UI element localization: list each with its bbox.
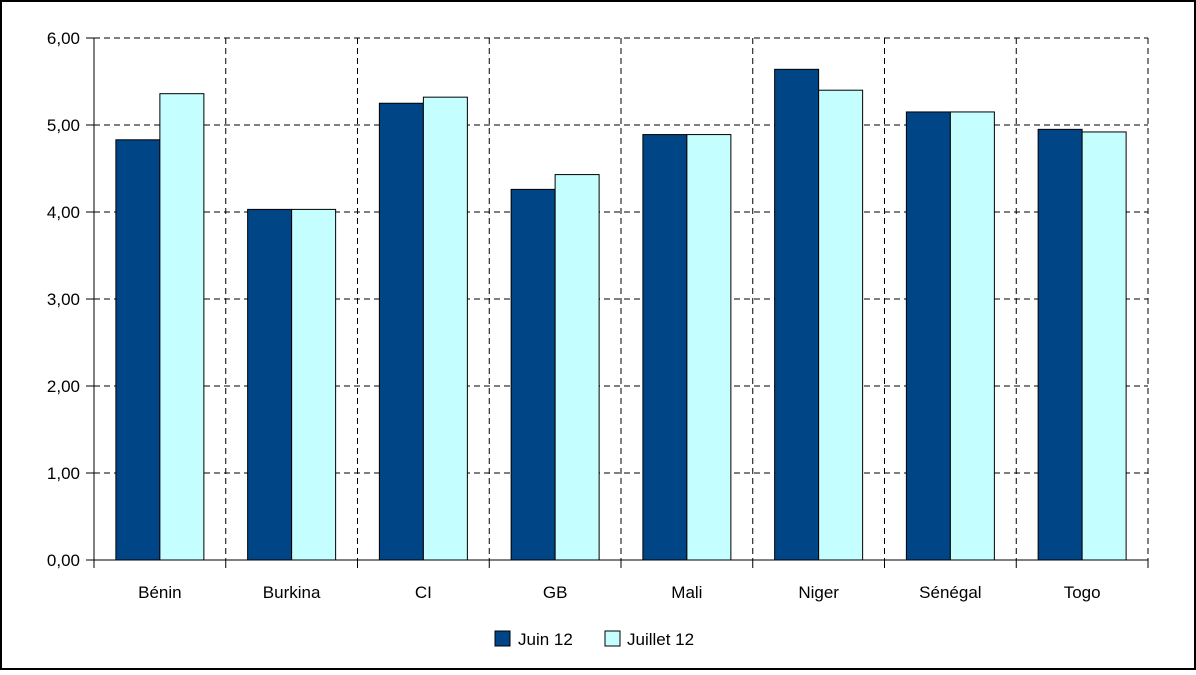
x-tick-label: Bénin [138, 583, 181, 602]
bar-juin-6 [905, 111, 951, 561]
bar-juillet-7 [1081, 131, 1127, 561]
y-tick-label: 5,00 [47, 116, 80, 135]
bars-layer [115, 68, 1127, 561]
legend-label-0: Juin 12 [518, 630, 573, 649]
bar-juin-4 [642, 134, 688, 561]
legend-label-1: Juillet 12 [627, 630, 694, 649]
legend-swatch-0 [494, 630, 511, 647]
x-tick-label: Togo [1064, 583, 1101, 602]
legend: Juin 12 Juillet 12 [494, 630, 694, 649]
y-tick-label: 2,00 [47, 377, 80, 396]
bar-juillet-0 [159, 93, 205, 561]
y-tick-label: 1,00 [47, 464, 80, 483]
x-tick-label: Sénégal [919, 583, 981, 602]
bar-juillet-6 [949, 111, 995, 561]
x-tick-label: Burkina [263, 583, 321, 602]
bar-juillet-2 [422, 96, 468, 561]
y-tick-label: 0,00 [47, 551, 80, 570]
axis-layer: 0,00 1,00 2,00 3,00 4,00 5,00 6,00 Bénin Burkina… [47, 29, 1149, 602]
y-tick-label: 3,00 [47, 290, 80, 309]
bar-juillet-1 [291, 208, 337, 561]
y-tick-label: 6,00 [47, 29, 80, 48]
x-tick-label: CI [415, 583, 432, 602]
bar-juin-7 [1037, 128, 1083, 561]
bar-juillet-5 [818, 89, 864, 561]
y-tick-label: 4,00 [47, 203, 80, 222]
bar-juin-0 [115, 139, 161, 561]
bar-juin-3 [510, 188, 556, 561]
bar-juillet-3 [554, 174, 600, 561]
bar-juin-1 [247, 208, 293, 561]
x-tick-label: GB [543, 583, 568, 602]
legend-swatch-1 [604, 630, 621, 647]
bar-juin-2 [378, 102, 424, 561]
bar-juin-5 [774, 68, 820, 561]
bar-juillet-4 [686, 134, 732, 561]
x-tick-label: Mali [671, 583, 702, 602]
x-tick-label: Niger [798, 583, 839, 602]
